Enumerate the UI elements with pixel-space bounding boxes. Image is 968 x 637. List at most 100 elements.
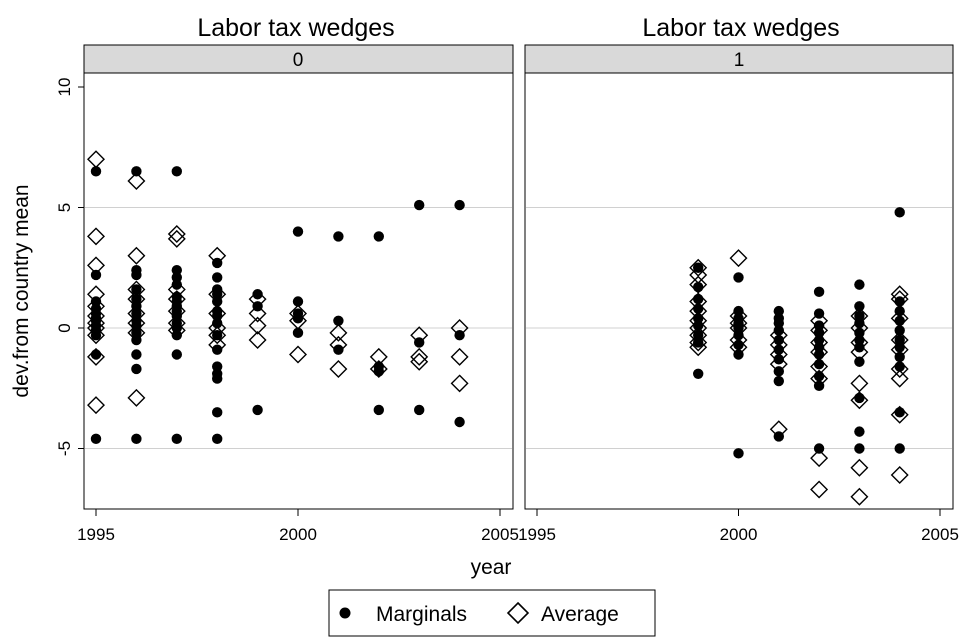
panel-0-average-point bbox=[167, 321, 186, 340]
panel-1-marginals-point bbox=[693, 368, 704, 379]
panel-1-marginals-point bbox=[773, 305, 784, 317]
panel-0-marginals-point bbox=[171, 330, 182, 341]
panel-0-average-point bbox=[87, 326, 105, 345]
panel-1-average-point bbox=[689, 311, 708, 330]
panel-1-average-point bbox=[850, 306, 869, 325]
legend-marker-marginals bbox=[339, 607, 351, 619]
panel-0-average-point bbox=[87, 256, 105, 275]
panel-1-marginals-point bbox=[894, 407, 905, 418]
panel-0-average-point bbox=[450, 374, 469, 393]
panel-0-average-point bbox=[167, 290, 186, 309]
panel-1-average-point bbox=[890, 405, 909, 424]
panel-0: Labor tax wedges 0 bbox=[83, 14, 514, 510]
panel-1-average-point bbox=[890, 340, 909, 359]
panel-1-marginals-point bbox=[773, 334, 784, 346]
panel-0-average-point bbox=[208, 335, 227, 354]
panel-1-average-point bbox=[729, 249, 748, 268]
panel-1-marginals-point bbox=[773, 344, 784, 355]
panel-1-marginals-point bbox=[813, 320, 825, 331]
panel-0-marginals-point bbox=[90, 349, 102, 360]
panel-1-marginals-point bbox=[854, 443, 865, 454]
panel-1-marginals-point bbox=[854, 301, 865, 312]
panel-0-marginals-point bbox=[131, 327, 142, 339]
y-axis-title: dev.from country mean bbox=[10, 184, 33, 397]
panel-1: Labor tax wedges 1 bbox=[524, 14, 954, 510]
panel-0-marginals-point bbox=[333, 344, 344, 355]
panel-0-average-point bbox=[289, 304, 307, 323]
panel-1-average-point bbox=[850, 487, 869, 506]
panel-0-marginals-point bbox=[171, 433, 182, 445]
panel-0-marginals-point bbox=[252, 404, 263, 416]
panel-0-average-point bbox=[167, 314, 186, 333]
panel-1-marginals-point bbox=[854, 279, 865, 290]
x-tick-label-0-2000: 2000 bbox=[279, 525, 317, 544]
panel-1-average-point bbox=[810, 357, 829, 376]
panel-1-marks bbox=[689, 207, 909, 506]
panel-1-average-point bbox=[850, 458, 869, 477]
panel-0-average-point bbox=[248, 304, 267, 323]
panel-0-marginals-point bbox=[212, 433, 223, 445]
panel-1-marginals-point bbox=[733, 448, 744, 459]
panel-1-marginals-point bbox=[894, 334, 905, 346]
x-tick-label-0-1995: 1995 bbox=[77, 525, 115, 544]
panel-0-average-point bbox=[87, 306, 105, 325]
panel-1-average-point bbox=[769, 420, 788, 439]
panel-1-average-point bbox=[689, 292, 708, 311]
panel-0-average-point bbox=[329, 359, 348, 378]
panel-1-marginals-point bbox=[854, 342, 865, 353]
panel-0-average-point bbox=[248, 331, 267, 350]
y-tick-label-10: 10 bbox=[55, 78, 74, 97]
panel-0-average-point bbox=[329, 335, 348, 354]
panel-0-marginals-point bbox=[292, 296, 304, 307]
panel-0-strip bbox=[83, 44, 514, 74]
panel-1-marginals-point bbox=[854, 426, 865, 437]
panel-1-average-point bbox=[810, 333, 829, 352]
panel-0-marks bbox=[87, 150, 469, 445]
panel-0-average-point bbox=[410, 326, 429, 345]
panel-0-marginals-point bbox=[212, 361, 223, 372]
x-axis-panel-1: 1995 2000 2005 bbox=[518, 509, 959, 544]
panel-1-marginals-point bbox=[733, 305, 744, 317]
panel-0-marginals-point bbox=[333, 231, 344, 242]
panel-1-marginals-point bbox=[854, 327, 865, 339]
panel-1-average-point bbox=[689, 333, 708, 352]
panel-0-marginals-point bbox=[454, 199, 465, 211]
panel-0-average-point bbox=[127, 314, 146, 333]
panel-1-average-point bbox=[850, 391, 869, 410]
panel-0-marginals-point bbox=[212, 272, 223, 283]
panel-0-marginals-point bbox=[90, 269, 102, 281]
y-axis: -5 0 5 10 bbox=[55, 73, 85, 509]
panel-0-average-point bbox=[248, 290, 267, 309]
panel-0-average-point bbox=[87, 396, 105, 415]
x-tick-label-1-1995: 1995 bbox=[518, 525, 556, 544]
panel-1-average-point bbox=[850, 319, 869, 337]
panel-0-marginals-point bbox=[414, 199, 425, 211]
panel-1-average-point bbox=[890, 309, 909, 328]
panel-0-marginals-point bbox=[171, 279, 182, 290]
panel-1-average-point bbox=[729, 306, 748, 325]
panel-0-average-point bbox=[127, 280, 146, 299]
panel-1-strip-label: 1 bbox=[734, 50, 745, 71]
panel-0-marginals-point bbox=[131, 433, 142, 445]
panel-0-average-point bbox=[450, 347, 469, 366]
panel-0-average-point bbox=[127, 246, 146, 265]
panel-0-average-point bbox=[369, 359, 388, 378]
panel-0-average-point bbox=[410, 347, 429, 366]
panel-1-marginals-point bbox=[894, 325, 905, 336]
panel-0-marginals-point bbox=[131, 349, 142, 360]
y-tick-label-5: 5 bbox=[55, 203, 74, 212]
panel-1-average-point bbox=[769, 355, 788, 374]
panel-1-average-point bbox=[769, 335, 788, 354]
panel-0-marginals-point bbox=[212, 344, 223, 355]
panel-1-average-point bbox=[890, 369, 909, 388]
panel-0-average-point bbox=[248, 316, 267, 335]
panel-0-average-point bbox=[87, 347, 105, 366]
panel-1-average-point bbox=[890, 466, 909, 484]
panel-1-marginals-point bbox=[773, 325, 784, 336]
panel-1-average-point bbox=[689, 265, 708, 284]
panel-0-title: Labor tax wedges bbox=[197, 14, 394, 42]
panel-1-marginals-point bbox=[733, 322, 744, 334]
panel-0-average-point bbox=[369, 347, 388, 366]
panel-0-marginals-point bbox=[252, 289, 263, 300]
